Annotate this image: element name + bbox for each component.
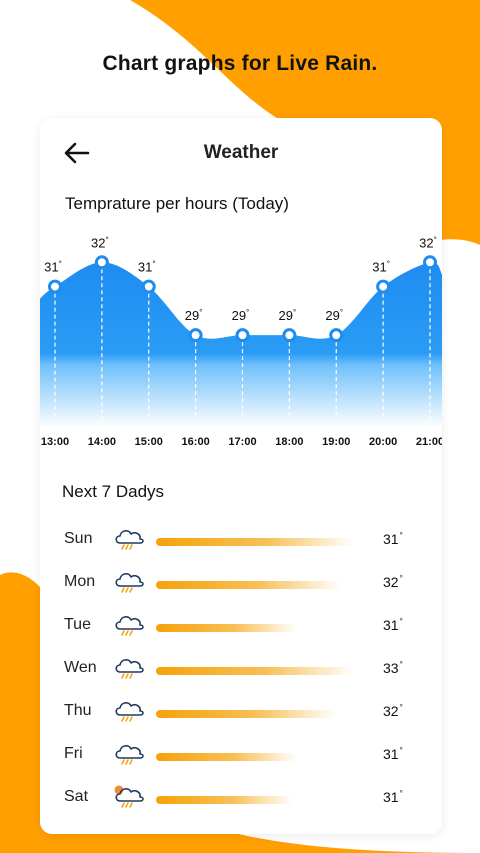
data-label: 29° bbox=[325, 308, 343, 323]
data-point[interactable] bbox=[282, 328, 297, 343]
day-temperature-value: 31 bbox=[383, 746, 399, 762]
day-name: Wen bbox=[64, 659, 97, 676]
day-temperature: 31° bbox=[383, 617, 403, 633]
x-tick-label: 18:00 bbox=[275, 436, 303, 448]
rain-cloud-icon bbox=[112, 611, 146, 642]
day-row-fri[interactable]: Fri 31° bbox=[40, 735, 442, 775]
day-temperature: 31° bbox=[383, 789, 403, 805]
page-title: Weather bbox=[203, 142, 279, 163]
data-label: 29° bbox=[279, 308, 297, 323]
day-row-tue[interactable]: Tue 31° bbox=[40, 606, 442, 646]
day-name: Mon bbox=[64, 573, 96, 590]
degree-symbol: ° bbox=[399, 617, 403, 626]
day-name: Thu bbox=[64, 702, 92, 719]
day-row-sun[interactable]: Sun 31° bbox=[40, 520, 442, 560]
degree-symbol: ° bbox=[399, 703, 403, 712]
x-tick-label: 21:00 bbox=[416, 436, 442, 448]
degree-symbol: ° bbox=[399, 789, 403, 798]
data-point[interactable] bbox=[48, 279, 62, 294]
day-name: Sat bbox=[64, 788, 89, 805]
temperature-bar bbox=[156, 667, 354, 675]
day-temperature-value: 31 bbox=[383, 789, 399, 805]
data-point[interactable] bbox=[376, 279, 391, 294]
day-row-wen[interactable]: Wen 33° bbox=[40, 649, 442, 689]
day-row-mon[interactable]: Mon 32° bbox=[40, 563, 442, 603]
day-temperature: 32° bbox=[383, 574, 403, 590]
x-tick-label: 14:00 bbox=[88, 436, 116, 448]
data-label: 31° bbox=[44, 260, 62, 275]
data-label: 31° bbox=[138, 260, 156, 275]
day-temperature-value: 31 bbox=[383, 531, 399, 547]
day-name: Tue bbox=[64, 616, 91, 633]
sun-rain-cloud-icon bbox=[112, 783, 146, 814]
next-days-title: Next 7 Dadys bbox=[62, 482, 165, 501]
x-tick-label: 13:00 bbox=[41, 436, 69, 448]
day-temperature-value: 32 bbox=[383, 703, 399, 719]
x-tick-label: 15:00 bbox=[135, 436, 163, 448]
x-tick-label: 19:00 bbox=[322, 436, 350, 448]
data-label: 32° bbox=[419, 235, 437, 250]
day-name: Fri bbox=[64, 745, 83, 762]
degree-symbol: ° bbox=[399, 531, 403, 540]
data-label: 29° bbox=[185, 308, 203, 323]
day-temperature: 31° bbox=[383, 531, 403, 547]
hourly-temperature-chart: 31° 32° 31° 29° 29° 29° 29° 31° 32° 13:00 14:00 15… bbox=[40, 235, 442, 448]
temperature-bar bbox=[156, 796, 292, 804]
chart-title: Temprature per hours (Today) bbox=[65, 194, 289, 213]
back-button[interactable] bbox=[62, 138, 92, 168]
data-label: 29° bbox=[232, 308, 250, 323]
temperature-area bbox=[40, 262, 442, 428]
rain-cloud-icon bbox=[112, 697, 146, 728]
weather-card: Weather Temprature per hours (Today) 31°… bbox=[40, 118, 442, 834]
data-point[interactable] bbox=[141, 279, 156, 294]
arrow-left-icon bbox=[64, 142, 90, 164]
data-label: 32° bbox=[91, 235, 109, 250]
day-row-sat[interactable]: Sat 31° bbox=[40, 778, 442, 818]
day-temperature: 31° bbox=[383, 746, 403, 762]
day-temperature: 32° bbox=[383, 703, 403, 719]
day-temperature-value: 33 bbox=[383, 660, 399, 676]
temperature-bar bbox=[156, 581, 341, 589]
x-tick-label: 16:00 bbox=[182, 436, 210, 448]
x-tick-label: 17:00 bbox=[228, 436, 256, 448]
x-tick-label: 20:00 bbox=[369, 436, 397, 448]
day-temperature-value: 31 bbox=[383, 617, 399, 633]
headline: Chart graphs for Live Rain. bbox=[102, 52, 378, 75]
rain-cloud-icon bbox=[112, 654, 146, 685]
degree-symbol: ° bbox=[399, 574, 403, 583]
data-point[interactable] bbox=[329, 328, 344, 343]
temperature-bar bbox=[156, 538, 354, 546]
background-shape-top bbox=[130, 0, 480, 245]
temperature-bar bbox=[156, 710, 336, 718]
rain-cloud-icon bbox=[112, 568, 146, 599]
data-label: 31° bbox=[372, 260, 390, 275]
day-name: Sun bbox=[64, 530, 93, 547]
degree-symbol: ° bbox=[399, 746, 403, 755]
day-temperature: 33° bbox=[383, 660, 403, 676]
day-row-thu[interactable]: Thu 32° bbox=[40, 692, 442, 732]
day-temperature-value: 32 bbox=[383, 574, 399, 590]
degree-symbol: ° bbox=[399, 660, 403, 669]
temperature-bar bbox=[156, 624, 297, 632]
data-point[interactable] bbox=[188, 328, 203, 343]
data-point[interactable] bbox=[423, 255, 437, 270]
temperature-bar bbox=[156, 753, 297, 761]
rain-cloud-icon bbox=[112, 740, 146, 771]
data-point[interactable] bbox=[94, 255, 109, 270]
data-point[interactable] bbox=[235, 328, 250, 343]
rain-cloud-icon bbox=[112, 525, 146, 556]
